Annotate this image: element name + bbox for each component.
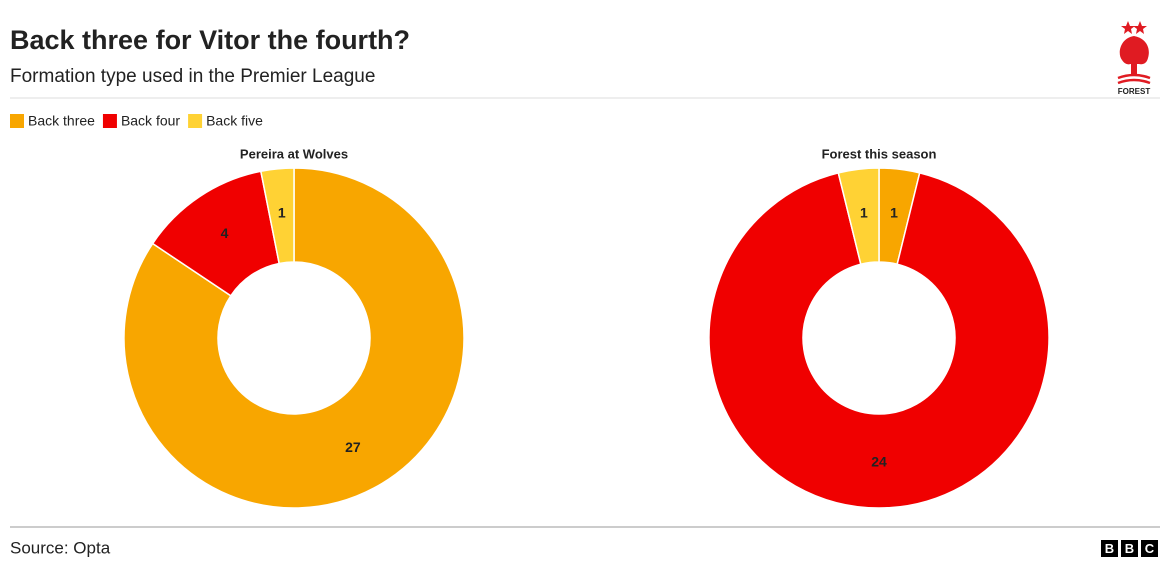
chart-title: Back three for Vitor the fourth? [10,25,410,55]
data-label: 1 [278,204,286,220]
legend-label: Back five [206,113,263,129]
data-label: 1 [860,205,868,221]
pie-title: Forest this season [822,146,937,161]
legend: Back three Back four Back five [10,113,263,129]
chart-subtitle: Formation type used in the Premier Leagu… [10,66,375,87]
source: Source: Opta [10,538,111,557]
brand-letter: B [1105,541,1114,556]
data-label: 24 [871,454,887,470]
pie-slice [708,172,1050,509]
pie-slice [123,167,465,509]
brand-box [1101,540,1118,557]
brand-letter: C [1145,541,1155,556]
pie-title: Pereira at Wolves [240,146,348,161]
data-label: 27 [345,439,361,455]
legend-label: Back three [28,113,95,129]
legend-swatch [102,114,117,128]
crest: FOREST [1117,21,1151,96]
legend-label: Back four [121,113,180,129]
data-label: 4 [221,225,229,241]
brand-box [1141,540,1158,557]
pie-slice [837,167,880,266]
data-label: 1 [890,205,898,221]
legend-swatch [188,114,203,128]
brand-letter: B [1125,541,1134,556]
brand-box [1121,540,1138,557]
legend-swatch [10,114,24,128]
pie-slice [259,167,295,265]
crest-text: FOREST [1118,87,1151,96]
